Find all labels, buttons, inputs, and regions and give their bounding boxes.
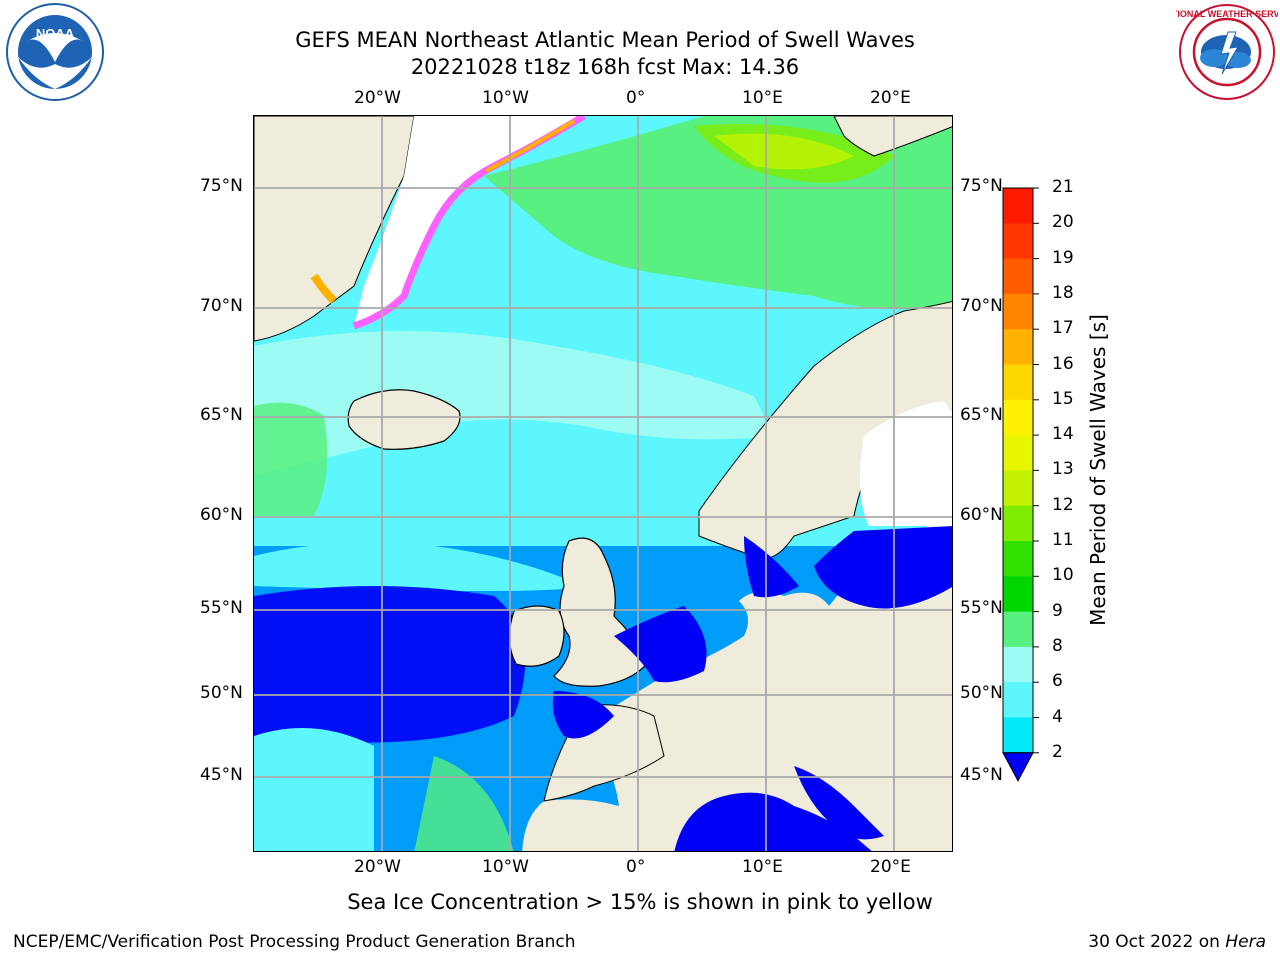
colorbar-tick-label-15: 15 xyxy=(1052,388,1074,409)
lon-label-bottom-0: 0° xyxy=(626,857,646,877)
map-frame xyxy=(253,115,953,852)
colorbar-tick-label-6: 6 xyxy=(1052,671,1063,692)
field-band-6-8-south xyxy=(254,542,584,591)
colorbar-block-6 xyxy=(1003,399,1033,436)
lon-label-bottom-20w: 20°W xyxy=(354,857,401,877)
footer-date-text: 30 Oct 2022 on xyxy=(1088,932,1226,952)
lon-label-top-10w: 10°W xyxy=(482,88,529,108)
lon-label-bottom-20e: 20°E xyxy=(870,857,911,877)
colorbar-blocks xyxy=(1002,187,1034,782)
lat-label-left-50n: 50°N xyxy=(200,683,243,703)
ireland-land xyxy=(508,605,565,667)
noaa-logo-text: NOAA xyxy=(36,26,75,41)
nws-logo: NATIONAL WEATHER SERVICE xyxy=(1176,4,1278,100)
colorbar-tick-label-2: 2 xyxy=(1052,741,1063,762)
lon-label-top-20w: 20°W xyxy=(354,88,401,108)
lat-label-right-65n: 65°N xyxy=(960,405,1003,425)
field-band-13-14 xyxy=(714,133,854,170)
colorbar-tick-label-13: 13 xyxy=(1052,459,1074,480)
ice-edge-orange xyxy=(485,119,576,173)
colorbar xyxy=(1002,187,1039,782)
baltic-sea-field xyxy=(814,526,952,609)
noaa-logo: NOAA xyxy=(6,3,104,101)
colorbar-tick-label-18: 18 xyxy=(1052,282,1074,303)
lon-label-bottom-10w: 10°W xyxy=(482,857,529,877)
field-band-9-10-sw xyxy=(414,756,514,851)
lat-label-right-45n: 45°N xyxy=(960,765,1003,785)
bay-of-biscay-field xyxy=(552,691,614,739)
sea-ice-note: Sea Ice Concentration > 15% is shown in … xyxy=(347,890,933,914)
colorbar-block-4 xyxy=(1003,329,1033,365)
plot-title: GEFS MEAN Northeast Atlantic Mean Period… xyxy=(295,28,915,52)
colorbar-block-9 xyxy=(1003,505,1033,542)
graticule xyxy=(254,116,952,851)
colorbar-tick-label-9: 9 xyxy=(1052,600,1063,621)
footer-date: 30 Oct 2022 on Hera xyxy=(1088,932,1266,952)
lat-label-left-70n: 70°N xyxy=(200,296,243,316)
lat-label-left-55n: 55°N xyxy=(200,598,243,618)
lat-label-right-70n: 70°N xyxy=(960,296,1003,316)
field-band-6-8-sw xyxy=(254,728,374,851)
colorbar-tick-label-10: 10 xyxy=(1052,565,1074,586)
lon-label-bottom-10e: 10°E xyxy=(742,857,783,877)
north-sea-east-field xyxy=(744,536,799,598)
colorbar-block-11 xyxy=(1003,576,1033,613)
adriatic-field xyxy=(794,766,884,840)
lat-label-right-50n: 50°N xyxy=(960,683,1003,703)
colorbar-tick-label-4: 4 xyxy=(1052,706,1063,727)
lat-label-right-60n: 60°N xyxy=(960,505,1003,525)
lat-label-left-45n: 45°N xyxy=(200,765,243,785)
colorbar-block-12 xyxy=(1003,611,1033,648)
nws-logo-ring-text: NATIONAL WEATHER SERVICE xyxy=(1176,9,1278,19)
lat-label-right-55n: 55°N xyxy=(960,598,1003,618)
lat-label-left-75n: 75°N xyxy=(200,176,243,196)
colorbar-tick-label-21: 21 xyxy=(1052,177,1074,197)
colorbar-block-15 xyxy=(1003,717,1033,754)
lat-label-left-65n: 65°N xyxy=(200,405,243,425)
colorbar-extend-arrow xyxy=(1002,752,1034,782)
colorbar-label: Mean Period of Swell Waves [s] xyxy=(1086,314,1110,626)
colorbar-tick-label-11: 11 xyxy=(1052,530,1074,550)
colorbar-tick-label-14: 14 xyxy=(1052,424,1074,445)
lat-label-right-75n: 75°N xyxy=(960,176,1003,196)
colorbar-block-14 xyxy=(1003,682,1033,718)
lat-label-left-60n: 60°N xyxy=(200,505,243,525)
great-britain-land xyxy=(553,537,650,687)
colorbar-block-5 xyxy=(1003,364,1033,401)
gulf-of-bothnia-ice xyxy=(860,401,952,526)
colorbar-block-1 xyxy=(1003,223,1033,260)
colorbar-block-3 xyxy=(1003,293,1033,330)
greenland-land xyxy=(254,116,415,342)
colorbar-block-13 xyxy=(1003,646,1033,683)
colorbar-block-2 xyxy=(1003,258,1033,295)
colorbar-tick-marks xyxy=(1033,187,1039,754)
colorbar-block-7 xyxy=(1003,435,1033,471)
colorbar-tick-label-17: 17 xyxy=(1052,318,1074,339)
colorbar-block-10 xyxy=(1003,541,1033,577)
colorbar-tick-label-12: 12 xyxy=(1052,494,1074,515)
colorbar-tick-label-20: 20 xyxy=(1052,212,1074,233)
colorbar-block-0 xyxy=(1003,188,1033,224)
map-canvas xyxy=(254,116,952,851)
mediterranean-field xyxy=(674,792,872,851)
colorbar-tick-label-19: 19 xyxy=(1052,247,1074,268)
lon-label-top-0: 0° xyxy=(626,88,646,108)
field-band-2-4 xyxy=(254,586,526,743)
colorbar-tick-label-8: 8 xyxy=(1052,635,1063,656)
lon-label-top-20e: 20°E xyxy=(870,88,911,108)
colorbar-tick-label-16: 16 xyxy=(1052,353,1074,374)
colorbar-block-8 xyxy=(1003,470,1033,507)
iceland-land xyxy=(347,389,461,450)
footer-host: Hera xyxy=(1225,932,1266,952)
svalbard-land xyxy=(833,116,952,157)
field-band-9-10-west xyxy=(254,402,328,516)
lon-label-top-10e: 10°E xyxy=(742,88,783,108)
ice-edge-orange-fjord xyxy=(310,273,337,304)
footer-organization: NCEP/EMC/Verification Post Processing Pr… xyxy=(13,932,576,952)
plot-subtitle: 20221028 t18z 168h fcst Max: 14.36 xyxy=(410,55,800,79)
